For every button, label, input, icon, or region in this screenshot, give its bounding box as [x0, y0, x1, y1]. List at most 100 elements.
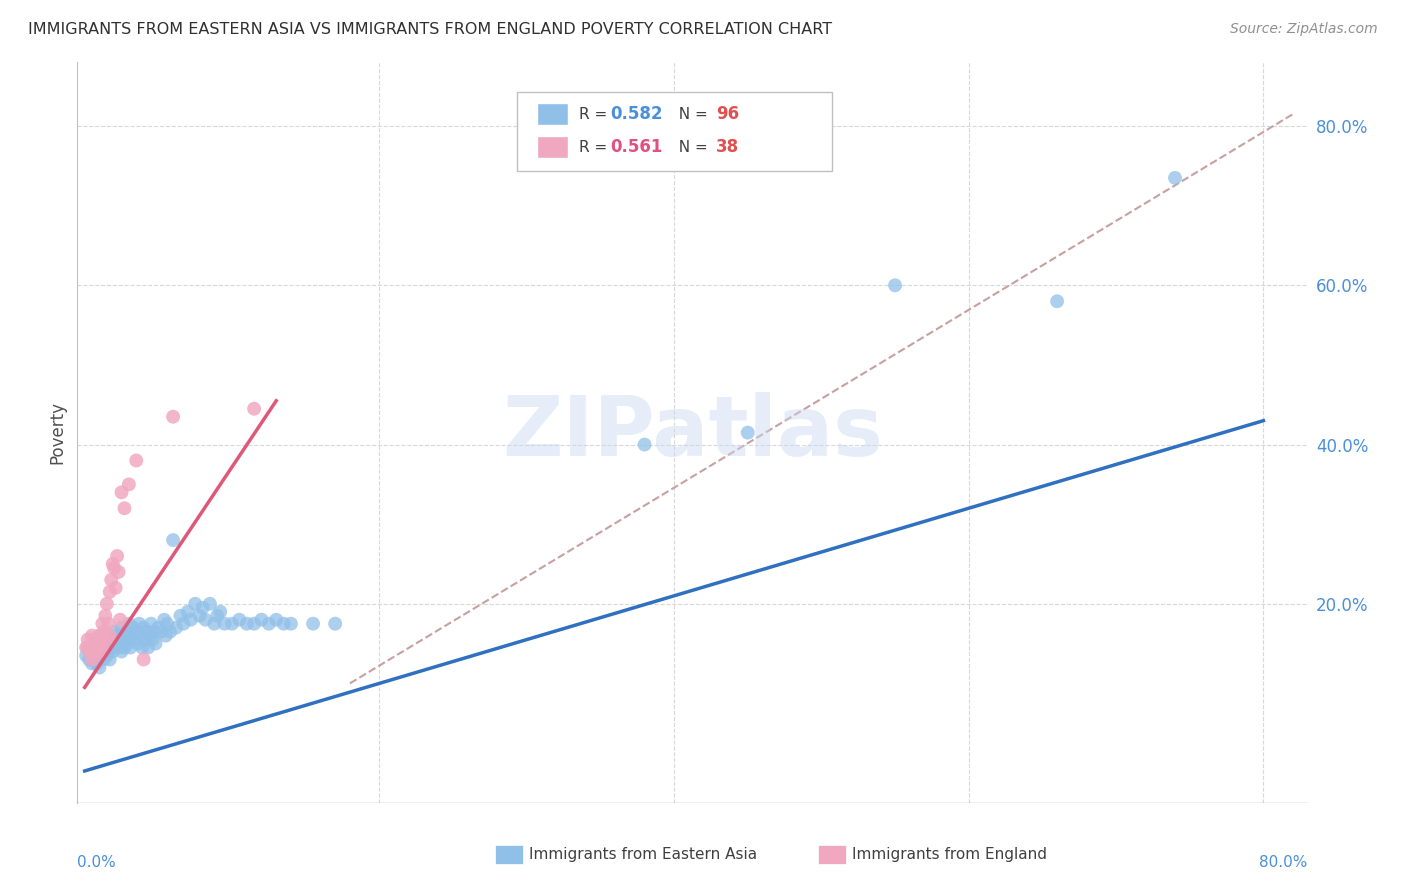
Point: [139, 616, 162, 631]
Text: Immigrants from Eastern Asia: Immigrants from Eastern Asia: [529, 847, 756, 862]
Point: [243, 401, 266, 416]
Point: [105, 629, 128, 643]
Point: [132, 652, 155, 666]
Point: [111, 629, 134, 643]
Point: [302, 616, 325, 631]
Text: IMMIGRANTS FROM EASTERN ASIA VS IMMIGRANTS FROM ENGLAND POVERTY CORRELATION CHAR: IMMIGRANTS FROM EASTERN ASIA VS IMMIGRAN…: [28, 22, 832, 37]
Point: [104, 637, 127, 651]
Point: [93, 624, 115, 639]
Point: [86, 644, 108, 658]
Point: [98, 632, 121, 647]
Point: [84, 648, 107, 663]
Point: [194, 613, 217, 627]
Text: Immigrants from England: Immigrants from England: [852, 847, 1047, 862]
Point: [108, 632, 131, 647]
Point: [84, 648, 107, 663]
Point: [148, 621, 170, 635]
Point: [101, 644, 124, 658]
Point: [221, 616, 243, 631]
Point: [76, 640, 98, 655]
Point: [169, 608, 191, 623]
Point: [87, 640, 110, 655]
Point: [323, 616, 346, 631]
Point: [125, 624, 148, 639]
Point: [87, 652, 110, 666]
Point: [135, 624, 157, 639]
Point: [96, 648, 118, 663]
Y-axis label: Poverty: Poverty: [48, 401, 66, 464]
Point: [89, 629, 111, 643]
Text: 38: 38: [716, 138, 738, 156]
Text: 96: 96: [716, 105, 738, 123]
Point: [100, 640, 122, 655]
Point: [83, 640, 105, 655]
Point: [150, 624, 173, 639]
Point: [250, 613, 273, 627]
Point: [118, 477, 141, 491]
Point: [228, 613, 250, 627]
Point: [77, 652, 100, 666]
Point: [122, 621, 145, 635]
Point: [107, 640, 129, 655]
Text: 80.0%: 80.0%: [1260, 855, 1308, 870]
Text: Source: ZipAtlas.com: Source: ZipAtlas.com: [1230, 22, 1378, 37]
Point: [156, 616, 179, 631]
Point: [79, 644, 101, 658]
Point: [93, 652, 115, 666]
Point: [172, 616, 194, 631]
Point: [207, 608, 229, 623]
Point: [90, 648, 112, 663]
Point: [162, 533, 184, 547]
Point: [737, 425, 759, 440]
Point: [280, 616, 302, 631]
Point: [1164, 170, 1187, 185]
Point: [138, 629, 160, 643]
Point: [188, 608, 211, 623]
Point: [103, 624, 125, 639]
Point: [236, 616, 259, 631]
Point: [202, 616, 225, 631]
Point: [141, 632, 163, 647]
Point: [90, 640, 112, 655]
Point: [77, 644, 100, 658]
Point: [273, 616, 295, 631]
Point: [125, 453, 148, 467]
Point: [633, 437, 655, 451]
Point: [97, 637, 120, 651]
Point: [145, 637, 167, 651]
Point: [110, 644, 132, 658]
Point: [1046, 294, 1069, 309]
Point: [98, 652, 121, 666]
Point: [136, 640, 159, 655]
Point: [198, 597, 221, 611]
Point: [129, 629, 152, 643]
Text: N =: N =: [669, 140, 713, 154]
Point: [153, 613, 176, 627]
Point: [134, 632, 156, 647]
Point: [127, 637, 149, 651]
Point: [110, 485, 132, 500]
Point: [91, 640, 114, 655]
Point: [159, 624, 181, 639]
Point: [101, 557, 124, 571]
Point: [75, 648, 97, 663]
Point: [83, 644, 105, 658]
Point: [180, 613, 202, 627]
Point: [214, 616, 236, 631]
Point: [177, 605, 200, 619]
Point: [96, 629, 118, 643]
Point: [94, 640, 117, 655]
Point: [87, 632, 110, 647]
Point: [100, 573, 122, 587]
Point: [76, 632, 98, 647]
Point: [105, 549, 128, 563]
Point: [80, 652, 103, 666]
Point: [120, 640, 142, 655]
Text: R =: R =: [579, 140, 613, 154]
Point: [209, 605, 232, 619]
Point: [108, 613, 131, 627]
Point: [89, 629, 111, 643]
Point: [84, 637, 107, 651]
Point: [264, 613, 287, 627]
Point: [97, 644, 120, 658]
